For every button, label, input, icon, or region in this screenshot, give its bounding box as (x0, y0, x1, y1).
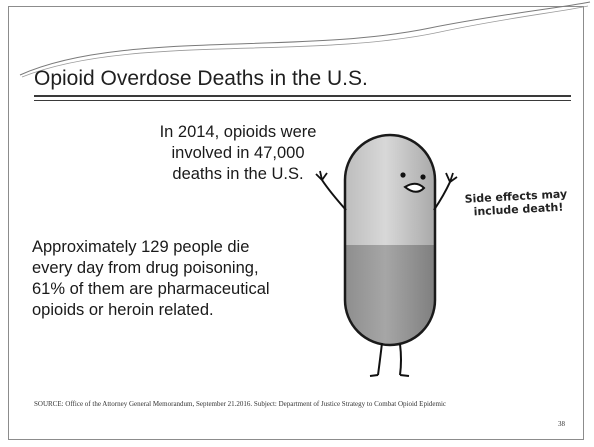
cartoon-caption-line-1: Side effects may (464, 187, 567, 205)
source-citation: SOURCE: Office of the Attorney General M… (34, 400, 447, 408)
slide-title: Opioid Overdose Deaths in the U.S. (34, 67, 368, 90)
pill-cartoon-illustration: Side effects may include death! (315, 133, 572, 377)
title-underline (34, 95, 571, 101)
cartoon-caption-line-2: include death! (473, 201, 563, 219)
slide-border (8, 6, 584, 440)
cartoon-caption: Side effects may include death! (464, 187, 572, 219)
paragraph-daily-deaths: Approximately 129 people die every day f… (32, 238, 270, 319)
paragraph-2014-deaths: In 2014, opioids were involved in 47,000… (159, 123, 317, 183)
page-number: 38 (558, 420, 565, 428)
header-swoosh-decoration (19, 1, 591, 78)
